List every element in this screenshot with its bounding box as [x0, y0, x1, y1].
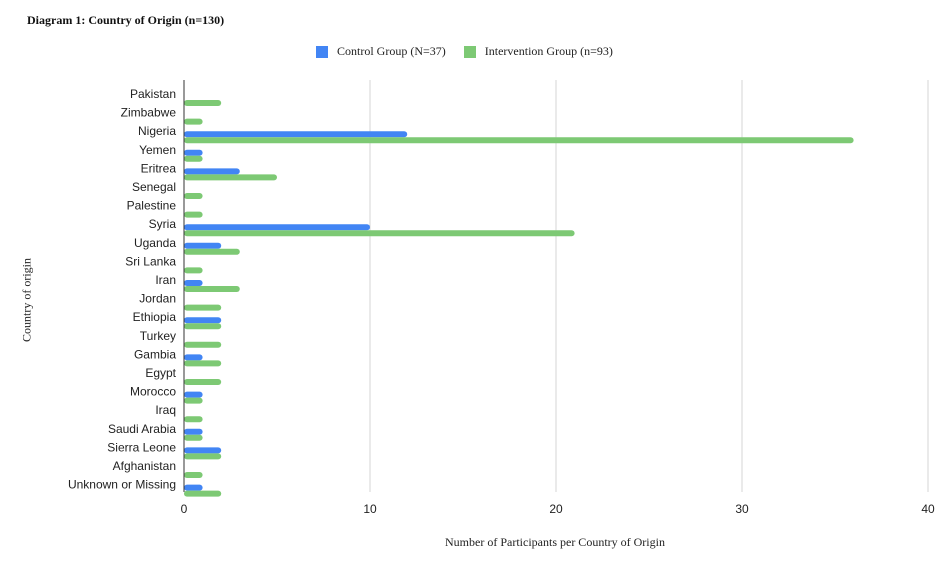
legend-item-intervention: Intervention Group (n=93) [463, 44, 613, 59]
chart-legend: Control Group (N=37) Intervention Group … [316, 44, 631, 59]
category-label: Iran [155, 273, 176, 287]
category-label: Turkey [140, 329, 176, 343]
x-tick-label: 10 [363, 502, 377, 516]
bar-control [184, 428, 203, 435]
category-label: Iraq [155, 403, 176, 417]
bar-intervention [184, 267, 203, 274]
category-label: Gambia [134, 347, 176, 361]
category-label: Unknown or Missing [68, 478, 176, 492]
category-label: Nigeria [138, 124, 176, 138]
category-label: Uganda [134, 236, 176, 250]
category-label: Ethiopia [133, 310, 177, 324]
bar-intervention [184, 286, 240, 292]
bar-control [184, 280, 203, 286]
bar-intervention [184, 193, 203, 199]
bar-intervention [184, 397, 203, 404]
legend-label-control: Control Group (N=37) [337, 44, 446, 58]
bar-intervention [184, 248, 240, 255]
bar-control [184, 447, 222, 454]
legend-item-control: Control Group (N=37) [316, 44, 446, 59]
bar-control [184, 168, 240, 175]
category-label: Morocco [130, 385, 176, 399]
bar-control [184, 242, 222, 249]
bar-control [184, 131, 408, 138]
bar-intervention [184, 137, 854, 144]
category-label: Syria [149, 217, 177, 231]
legend-label-intervention: Intervention Group (n=93) [484, 44, 613, 58]
category-label: Jordan [139, 292, 176, 306]
bar-intervention [184, 100, 222, 106]
bar-intervention [184, 434, 203, 441]
category-label: Sri Lanka [125, 254, 176, 268]
bar-control [184, 317, 222, 324]
bar-control [184, 484, 203, 491]
bar-intervention [184, 453, 222, 460]
bar-intervention [184, 230, 575, 237]
bar-intervention [184, 323, 222, 330]
category-label: Saudi Arabia [108, 422, 176, 436]
x-axis-label: Number of Participants per Country of Or… [445, 535, 665, 549]
x-tick-label: 0 [181, 502, 188, 516]
category-label: Zimbabwe [121, 106, 177, 120]
legend-swatch-intervention [463, 45, 476, 58]
bar-control [184, 149, 203, 156]
bar-intervention [184, 174, 277, 181]
bar-intervention [184, 490, 222, 497]
bar-intervention [184, 472, 203, 478]
legend-swatch-control [316, 45, 328, 58]
chart-title: Diagram 1: Country of Origin (n=130) [27, 13, 225, 27]
category-label: Eritrea [141, 161, 177, 175]
x-tick-label: 40 [921, 502, 935, 516]
bar-intervention [184, 304, 222, 311]
bar-intervention [184, 379, 222, 385]
category-label: Senegal [132, 180, 176, 194]
x-tick-label: 20 [549, 502, 563, 516]
x-tick-label: 30 [735, 502, 749, 516]
bar-control [184, 391, 203, 398]
category-label: Palestine [127, 199, 177, 213]
category-label: Sierra Leone [107, 440, 176, 454]
category-label: Egypt [145, 366, 176, 380]
bar-intervention [184, 341, 222, 348]
bar-intervention [184, 155, 203, 162]
bar-intervention [184, 211, 203, 218]
category-label: Afghanistan [113, 459, 176, 473]
category-label: Yemen [139, 143, 176, 157]
bar-intervention [184, 360, 222, 367]
bar-control [184, 354, 203, 361]
bar-control [184, 224, 370, 231]
bar-intervention [184, 118, 203, 125]
bar-intervention [184, 416, 203, 423]
category-label: Pakistan [130, 87, 176, 101]
